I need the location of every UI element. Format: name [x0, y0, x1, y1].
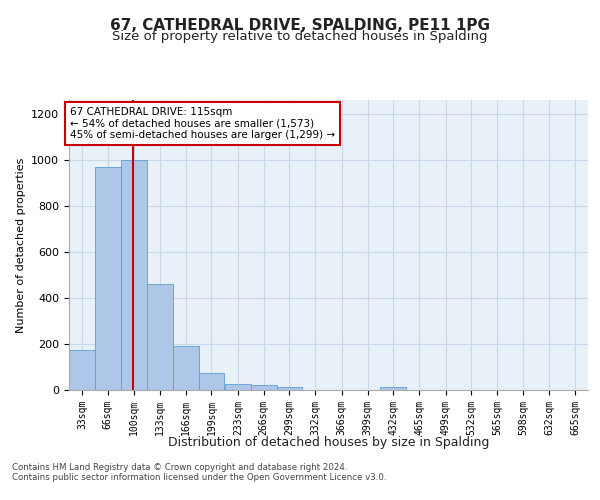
Bar: [380, 386, 406, 390]
Bar: [69, 350, 95, 390]
Bar: [225, 384, 251, 390]
Text: Distribution of detached houses by size in Spalding: Distribution of detached houses by size …: [168, 436, 490, 449]
Bar: [95, 166, 121, 390]
Bar: [121, 160, 147, 390]
Bar: [199, 372, 224, 390]
Text: 67, CATHEDRAL DRIVE, SPALDING, PE11 1PG: 67, CATHEDRAL DRIVE, SPALDING, PE11 1PG: [110, 18, 490, 32]
Bar: [277, 386, 302, 390]
Bar: [251, 386, 277, 390]
Y-axis label: Number of detached properties: Number of detached properties: [16, 158, 26, 332]
Bar: [173, 346, 199, 390]
Text: Contains HM Land Registry data © Crown copyright and database right 2024.
Contai: Contains HM Land Registry data © Crown c…: [12, 463, 386, 482]
Text: Size of property relative to detached houses in Spalding: Size of property relative to detached ho…: [112, 30, 488, 43]
Text: 67 CATHEDRAL DRIVE: 115sqm
← 54% of detached houses are smaller (1,573)
45% of s: 67 CATHEDRAL DRIVE: 115sqm ← 54% of deta…: [70, 107, 335, 140]
Bar: [147, 284, 173, 390]
